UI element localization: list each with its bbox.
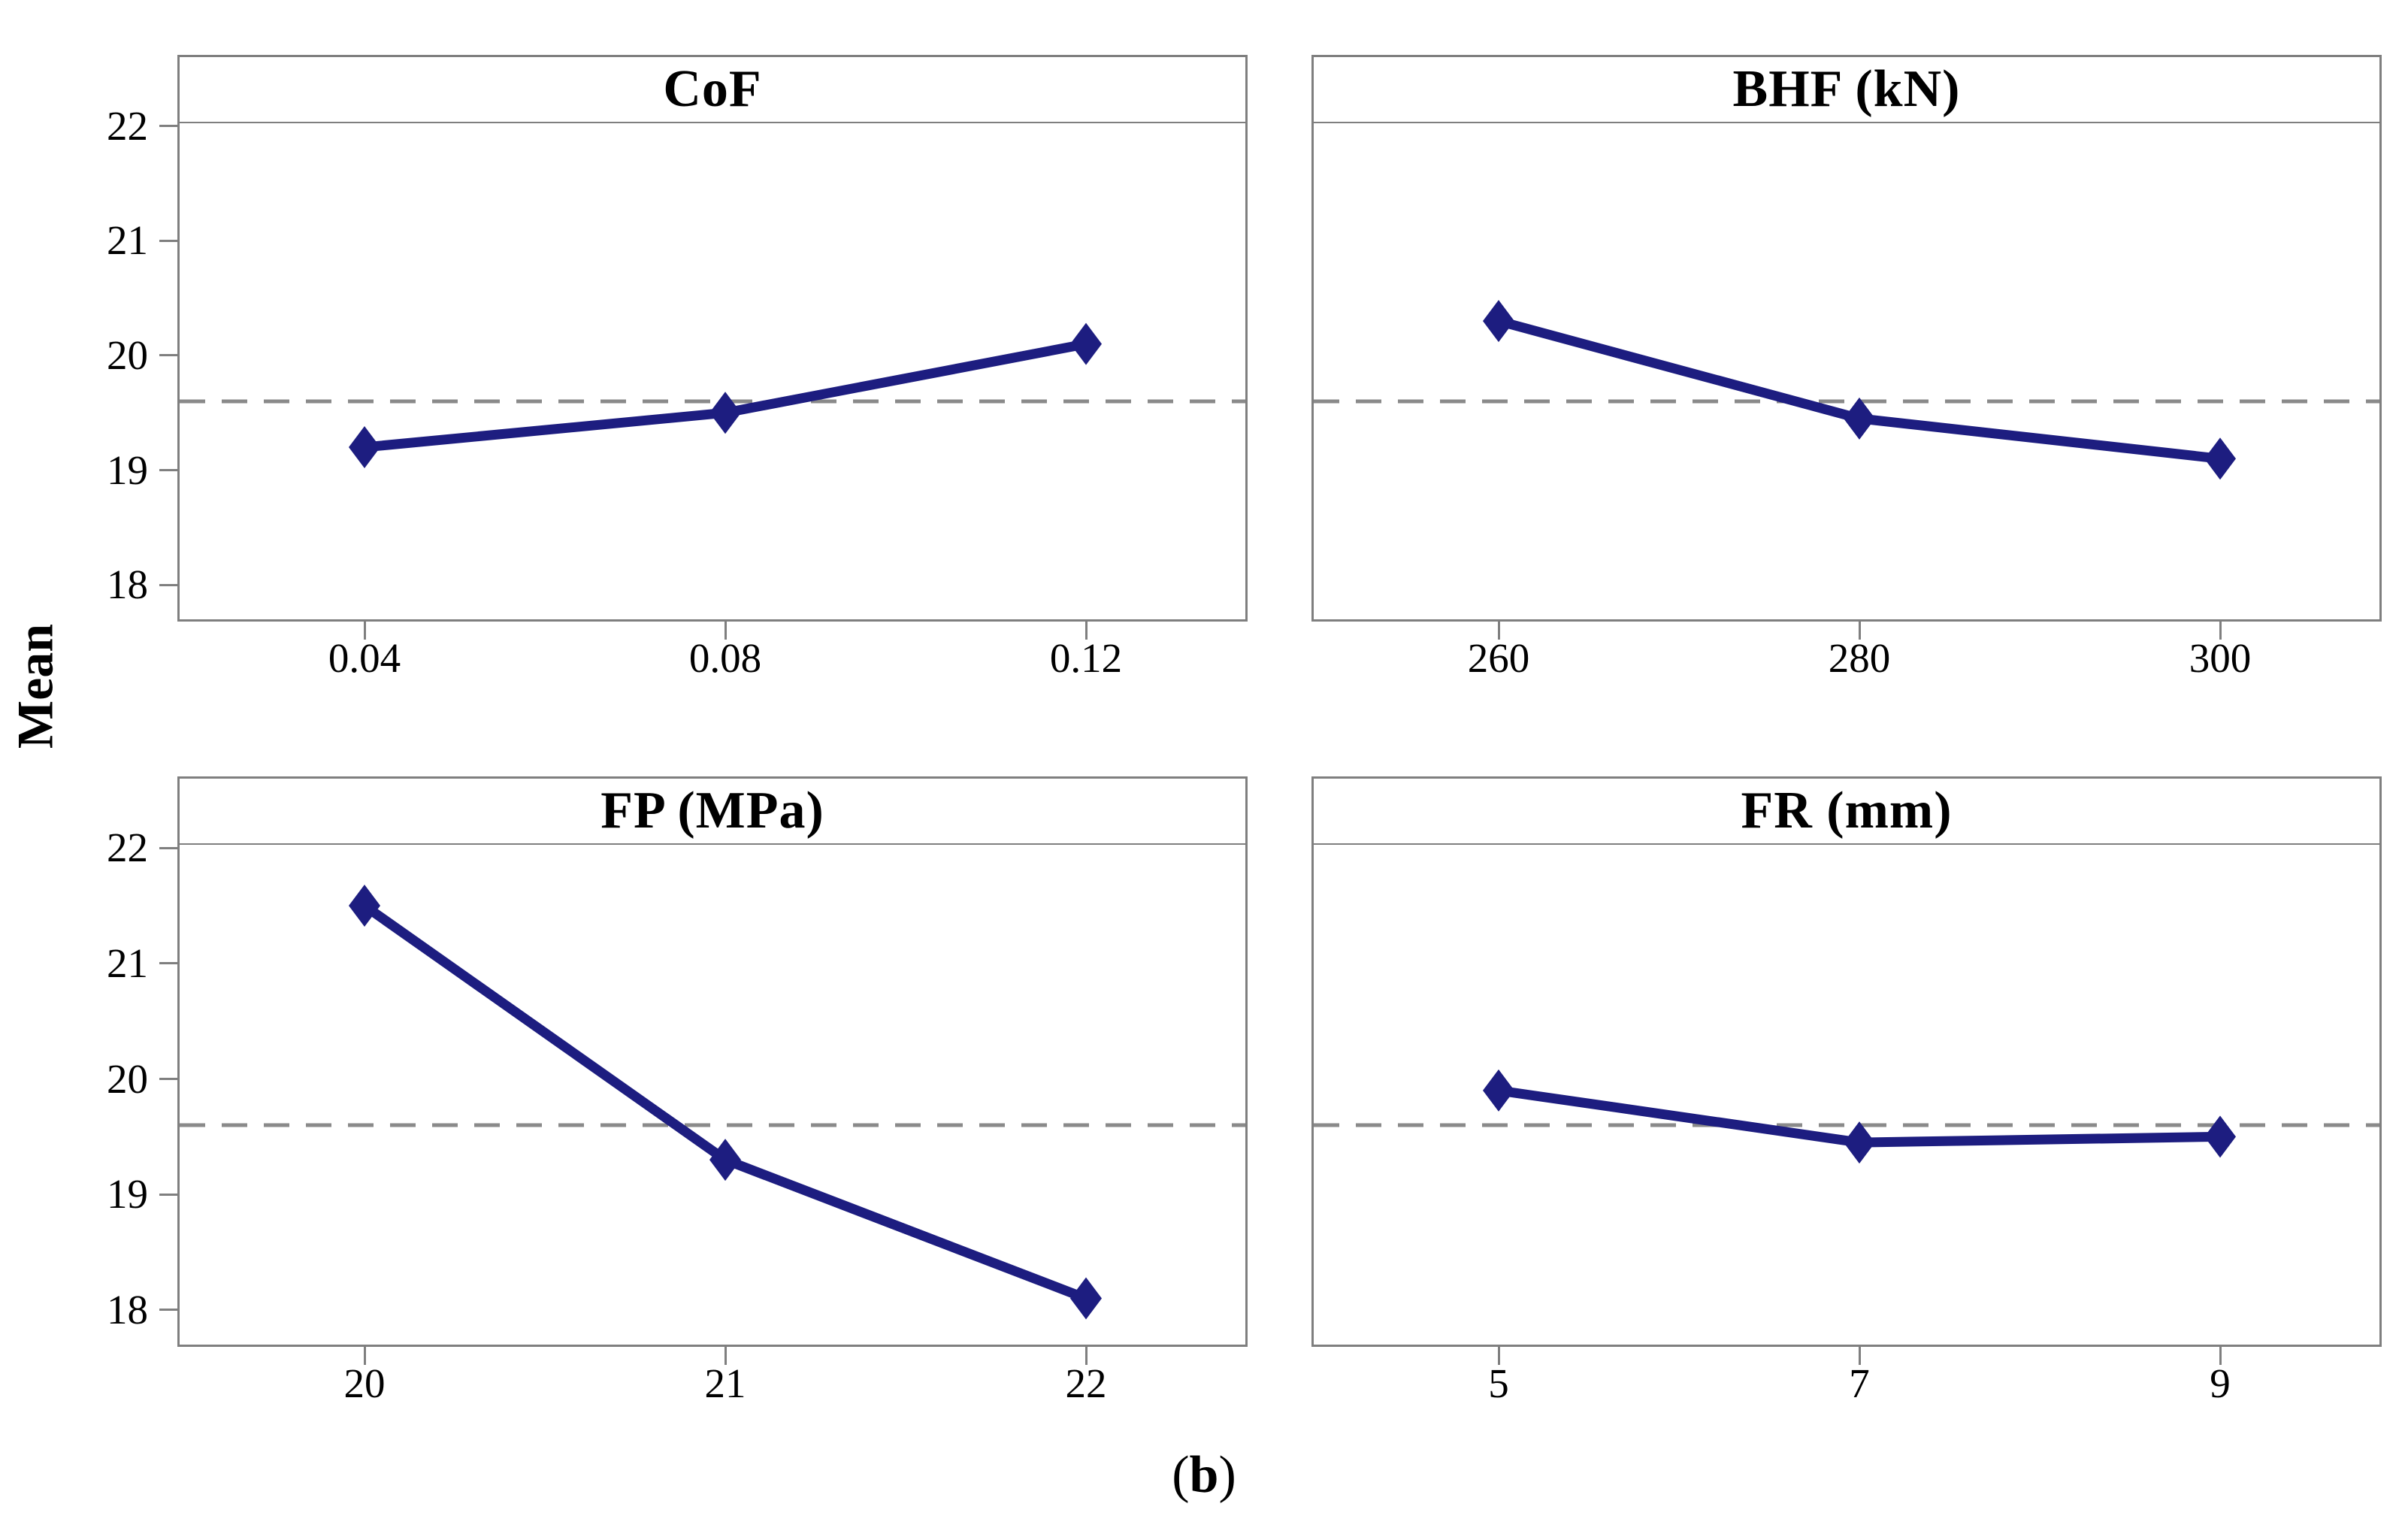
- y-tick-mark: [159, 1309, 177, 1312]
- plot-area: [1314, 1069, 2379, 1164]
- y-tick-label: 21: [107, 939, 148, 986]
- y-tick-label: 19: [107, 446, 148, 493]
- plot-area: [1314, 300, 2379, 480]
- x-tick-mark: [363, 622, 366, 640]
- y-tick-mark: [159, 239, 177, 242]
- panel-title-band: BHF (kN): [1314, 57, 2379, 123]
- x-tick-label: 0.04: [328, 635, 401, 681]
- y-tick-mark: [159, 1078, 177, 1081]
- x-tick-label: 280: [1828, 635, 1891, 681]
- y-tick-label: 22: [107, 825, 148, 871]
- x-tick-mark: [363, 1347, 366, 1365]
- y-tick-label: 18: [107, 561, 148, 608]
- x-tick-label: 5: [1488, 1360, 1509, 1406]
- y-tick-mark: [159, 962, 177, 965]
- x-tick-mark: [1858, 622, 1861, 640]
- y-axis-label: Mean: [6, 623, 64, 749]
- data-point-marker: [709, 1139, 741, 1182]
- figure-caption: (b): [1172, 1445, 1236, 1505]
- y-tick-mark: [159, 846, 177, 849]
- x-tick-label: 21: [704, 1360, 746, 1406]
- data-point-marker: [1070, 1277, 1102, 1320]
- y-tick-mark: [159, 583, 177, 586]
- panel-cof: CoF: [177, 55, 1248, 622]
- x-tick-mark: [724, 1347, 727, 1365]
- data-point-marker: [1483, 300, 1514, 343]
- data-point-marker: [1483, 1069, 1514, 1112]
- y-tick-label: 19: [107, 1171, 148, 1218]
- plot-area: [180, 322, 1245, 469]
- y-tick-mark: [159, 469, 177, 472]
- x-tick-mark: [1497, 622, 1500, 640]
- panel-title-band: FR (mm): [1314, 779, 2379, 845]
- y-tick-mark: [159, 1193, 177, 1196]
- x-tick-label: 300: [2189, 635, 2252, 681]
- panel-title: FR (mm): [1741, 782, 1953, 840]
- panel-fr: FR (mm): [1311, 776, 2382, 1347]
- data-point-marker: [349, 885, 380, 927]
- y-tick-label: 20: [107, 331, 148, 378]
- y-tick-label: 21: [107, 217, 148, 264]
- panel-title: FP (MPa): [600, 782, 824, 840]
- panel-bhf: BHF (kN): [1311, 55, 2382, 622]
- data-point-marker: [2204, 437, 2236, 480]
- data-point-marker: [1070, 322, 1102, 365]
- x-tick-mark: [2219, 622, 2222, 640]
- panel-title: CoF: [663, 60, 762, 118]
- data-point-marker: [1844, 1121, 1875, 1164]
- x-tick-label: 9: [2210, 1360, 2231, 1406]
- y-tick-label: 20: [107, 1055, 148, 1102]
- panel-title-band: CoF: [180, 57, 1245, 123]
- y-tick-label: 18: [107, 1286, 148, 1333]
- x-tick-mark: [2219, 1347, 2222, 1365]
- data-point-marker: [2204, 1115, 2236, 1158]
- x-tick-label: 22: [1065, 1360, 1107, 1406]
- panel-title: BHF (kN): [1732, 60, 1961, 118]
- data-point-marker: [709, 392, 741, 434]
- caption-open-paren: (: [1172, 1446, 1190, 1504]
- panel-fp: FP (MPa): [177, 776, 1248, 1347]
- y-tick-label: 22: [107, 102, 148, 149]
- y-tick-mark: [159, 354, 177, 357]
- caption-close-paren: ): [1218, 1446, 1236, 1504]
- x-tick-label: 0.12: [1049, 635, 1123, 681]
- caption-letter: b: [1189, 1446, 1219, 1504]
- x-tick-label: 260: [1467, 635, 1530, 681]
- x-tick-label: 20: [343, 1360, 386, 1406]
- y-tick-mark: [159, 125, 177, 128]
- mean-effect-line: [362, 901, 1088, 1303]
- x-tick-mark: [1085, 622, 1088, 640]
- plot-area: [180, 885, 1245, 1320]
- x-tick-label: 0.08: [688, 635, 762, 681]
- data-point-marker: [349, 426, 380, 469]
- x-tick-mark: [1085, 1347, 1088, 1365]
- x-tick-mark: [724, 622, 727, 640]
- panel-title-band: FP (MPa): [180, 779, 1245, 845]
- x-tick-label: 7: [1849, 1360, 1870, 1406]
- x-tick-mark: [1497, 1347, 1500, 1365]
- data-point-marker: [1844, 397, 1875, 440]
- x-tick-mark: [1858, 1347, 1861, 1365]
